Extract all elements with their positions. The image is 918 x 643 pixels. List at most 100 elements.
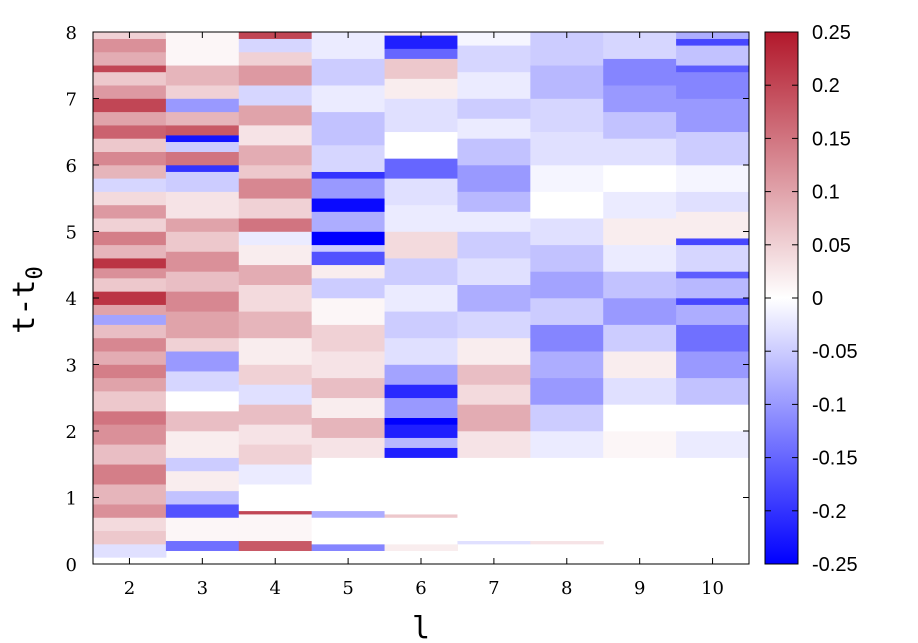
heatmap-cell-l4-23 [238,85,313,106]
x-tick-label: 4 [269,578,280,599]
heatmap-cell-l4-18 [238,178,313,199]
heatmap-cell-l2-36 [93,51,167,66]
colorbar-tick-label: 0.1 [812,182,840,204]
y-tick-label: 1 [66,489,77,510]
heatmap-cell-l8-10 [530,218,604,246]
heatmap-cell-l5-19 [311,171,386,179]
heatmap-cell-l10-4 [676,324,750,352]
heatmap-cell-l6-0 [384,544,458,551]
heatmap-cell-l2-14 [93,324,167,339]
heatmap-cell-l5-8 [311,351,386,379]
heatmap-cell-l5-22 [311,85,386,113]
heatmap-cell-l8-5 [530,351,604,379]
heatmap-cell-l4-22 [238,105,313,126]
heatmap-cell-l6-24 [384,35,458,49]
heatmap-cell-l6-4 [384,447,458,458]
heatmap-cell-l3-1 [165,517,240,542]
x-tick-label: 5 [342,578,353,599]
heatmap-cell-l4-11 [238,311,313,339]
colorbar-tick-label: 0.25 [812,22,851,44]
heatmap-cell-l5-17 [311,198,386,212]
heatmap-cell-l4-24 [238,65,313,86]
heatmap-cell-l5-18 [311,178,386,199]
y-axis-title-subscript: 0 [23,266,48,279]
heatmap-cell-l10-12 [676,191,750,212]
heatmap-cell-l8-6 [530,324,604,352]
heatmap-cell-l6-9 [384,384,458,399]
heatmap-cell-l8-0 [530,540,604,545]
heatmap-cell-l7-13 [457,165,531,192]
y-tick-label: 2 [66,422,77,443]
heatmap-cell-l6-15 [384,231,458,259]
heatmap-cell-l4-0 [238,540,313,552]
heatmap-cell-l10-14 [676,131,750,166]
heatmap-cell-l5-15 [311,231,386,246]
heatmap-cell-l4-14 [238,244,313,266]
heatmap-cell-l4-9 [238,364,313,385]
heatmap-cell-l6-5 [384,437,458,448]
heatmap-cell-l4-6 [238,424,313,445]
heatmap-cell-l7-9 [457,258,531,285]
heatmap-cell-l6-19 [384,131,458,159]
y-tick-label: 3 [66,356,77,377]
heatmap-cell-l6-13 [384,284,458,312]
heatmap-cell-l3-25 [165,111,240,126]
y-axis-title-main: t-t [7,280,42,334]
heatmap-cell-l2-9 [93,391,167,412]
heatmap-cell-l4-5 [238,444,313,465]
heatmap-cell-l3-3 [165,490,240,505]
heatmap-cell-l10-0 [676,431,750,458]
heatmap-cell-l3-8 [165,391,240,412]
heatmap-cell-l8-15 [530,65,604,99]
heatmap-cell-l7-6 [457,337,531,365]
colorbar-tick-label: -0.1 [812,394,846,416]
heatmap-cell-l4-25 [238,51,313,66]
heatmap-cell-l7-15 [457,118,531,139]
heatmap-cell-l5-5 [311,417,386,438]
heatmap-cell-l9-12 [603,111,677,139]
heatmap-cell-l7-12 [457,191,531,212]
heatmap-cell-l2-15 [93,314,167,325]
heatmap-cell-l8-8 [530,271,604,299]
heatmap-cell-l2-22 [93,231,167,246]
heatmap-cell-l6-10 [384,364,458,385]
heatmap-cell-l4-19 [238,165,313,179]
heatmap-cell-l6-21 [384,78,458,99]
heatmap-cell-l9-3 [603,351,677,379]
heatmap-cell-l3-16 [165,231,240,252]
heatmap-cell-l3-21 [165,151,240,166]
heatmap-cell-l10-15 [676,98,750,133]
heatmap-cell-l7-3 [457,404,531,432]
y-axis-title-group: t-t0 [7,266,48,333]
heatmap-cell-l3-14 [165,271,240,292]
heatmap-cell-l10-10 [676,238,750,246]
heatmap-cell-l4-26 [238,38,313,53]
heatmap-cell-l5-11 [311,278,386,299]
heatmap-cell-l3-19 [165,171,240,192]
heatmap-cell-l2-29 [93,138,167,152]
heatmap-cell-l2-33 [93,85,167,99]
heatmap-cell-l9-11 [603,138,677,166]
heatmap-cell-l3-4 [165,470,240,492]
heatmap-cell-l2-11 [93,364,167,379]
heatmap-cell-l6-14 [384,258,458,285]
heatmap-cell-l6-17 [384,178,458,206]
y-tick-label: 7 [66,90,77,111]
heatmap-cell-l8-13 [530,131,604,166]
heatmap-cell-l8-12 [530,165,604,192]
heatmap-cell-l2-18 [93,278,167,292]
heatmap-cell-l3-13 [165,291,240,312]
y-tick-label: 0 [66,555,77,576]
heatmap-cell-l4-15 [238,231,313,246]
heatmap-cell-l7-16 [457,98,531,119]
heatmap-cell-l10-18 [676,45,750,66]
heatmap-cell-l8-7 [530,298,604,325]
heatmap-cell-l7-1 [457,457,531,542]
heatmap-cell-l2-19 [93,268,167,279]
heatmap-cell-l8-9 [530,244,604,272]
heatmap-cell-l2-24 [93,204,167,219]
heatmap-cell-l4-7 [238,404,313,425]
heatmap-cell-l3-9 [165,371,240,392]
heatmap-cell-l5-1 [311,517,386,545]
